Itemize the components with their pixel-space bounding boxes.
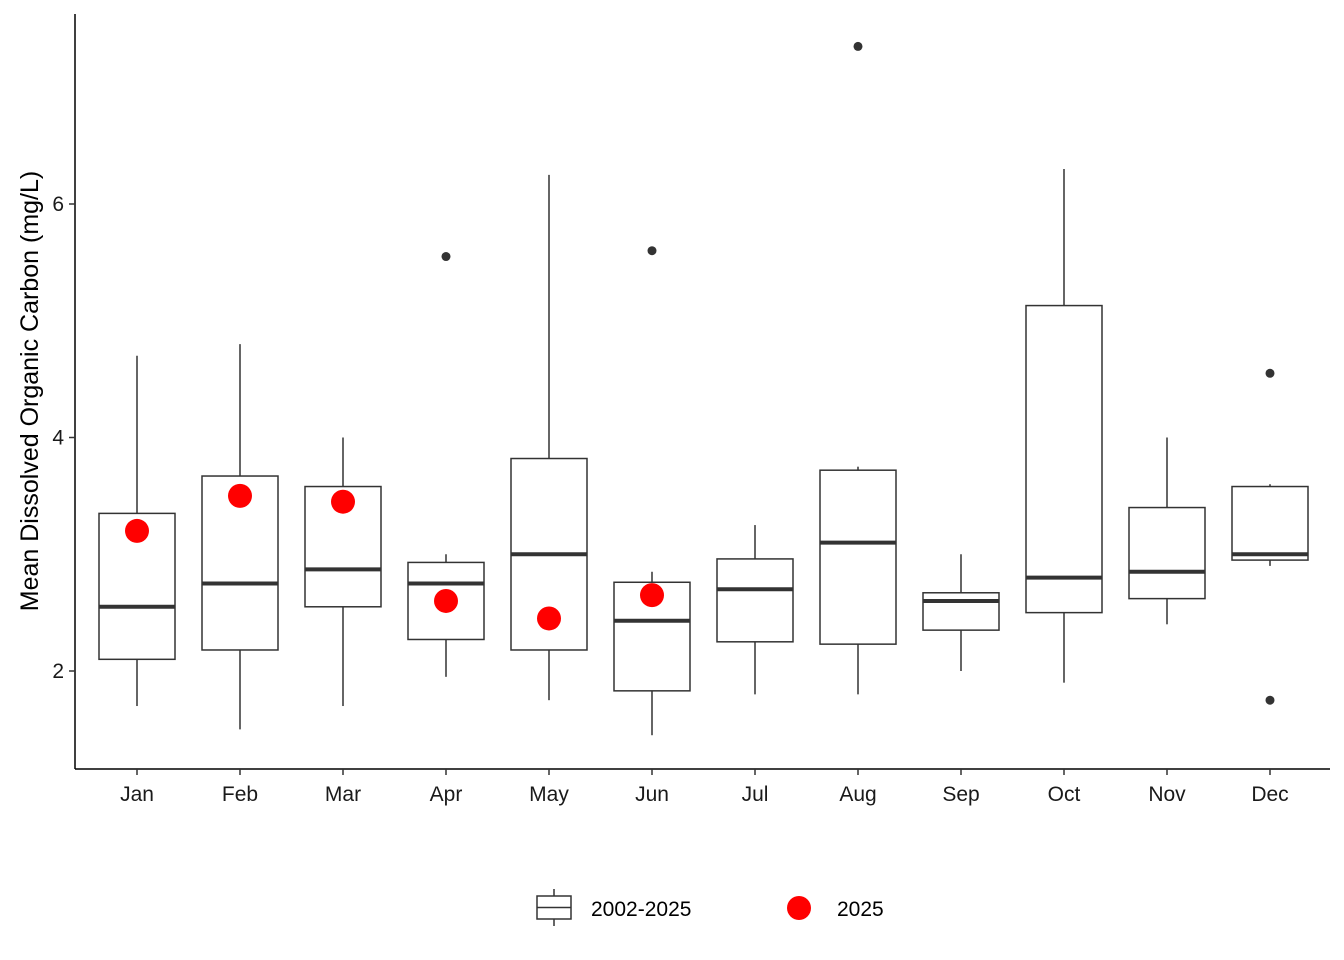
point-2025-feb — [228, 483, 252, 508]
x-tick-label: Aug — [839, 783, 876, 806]
box-iqr — [819, 469, 897, 645]
box-jun — [613, 246, 691, 736]
box-oct — [1025, 168, 1103, 683]
x-tick-label: Sep — [942, 783, 979, 806]
outlier-point — [1265, 695, 1275, 705]
box-nov — [1128, 437, 1206, 625]
box-iqr — [201, 475, 279, 651]
legend: 2002-2025 2025 — [536, 889, 884, 926]
y-tick-label: 4 — [52, 427, 64, 450]
point-2025-jan — [125, 518, 149, 543]
x-tick-label: Apr — [430, 783, 463, 806]
legend-label-box: 2002-2025 — [591, 898, 691, 921]
box-iqr — [716, 558, 794, 643]
point-2025-mar — [331, 489, 355, 514]
box-mar — [304, 437, 382, 707]
x-tick-label: Jan — [120, 783, 154, 806]
x-tick-label: Oct — [1048, 783, 1081, 806]
x-tick-label: Feb — [222, 783, 258, 806]
box-iqr — [922, 592, 1000, 631]
point-2025-apr — [434, 588, 458, 613]
outlier-point — [647, 246, 657, 256]
x-tick-label: Dec — [1251, 783, 1288, 806]
legend-label-point: 2025 — [837, 898, 884, 921]
outlier-point — [853, 41, 863, 51]
y-tick-label: 6 — [52, 193, 64, 216]
x-tick-label: Jun — [635, 783, 669, 806]
legend-item-point: 2025 — [787, 896, 884, 921]
box-iqr — [1025, 304, 1103, 614]
y-tick-label: 2 — [52, 660, 64, 683]
x-tick-label: Nov — [1148, 783, 1186, 806]
box-iqr — [1231, 485, 1309, 561]
point-2025-jun — [640, 583, 664, 608]
axes: 2 4 6 Jan Feb Mar Apr May Jun Jul Aug Sep Oct Nov Dec — [52, 14, 1330, 806]
box-sep — [922, 554, 1000, 671]
y-axis-title: Mean Dissolved Organic Carbon (mg/L) — [16, 171, 44, 611]
legend-item-box: 2002-2025 — [536, 889, 691, 926]
x-tick-label: May — [529, 783, 569, 806]
x-tick-label: Mar — [325, 783, 361, 806]
plot-area — [98, 41, 1309, 736]
box-apr — [407, 252, 485, 677]
legend-point-symbol — [787, 896, 811, 920]
point-2025-may — [537, 606, 561, 631]
box-aug — [819, 41, 897, 695]
box-feb — [201, 344, 279, 730]
outlier-point — [1265, 368, 1275, 378]
box-iqr — [1128, 506, 1206, 600]
x-tick-label: Jul — [742, 783, 769, 806]
box-jul — [716, 525, 794, 695]
outlier-point — [441, 252, 451, 262]
box-dec — [1231, 368, 1309, 705]
